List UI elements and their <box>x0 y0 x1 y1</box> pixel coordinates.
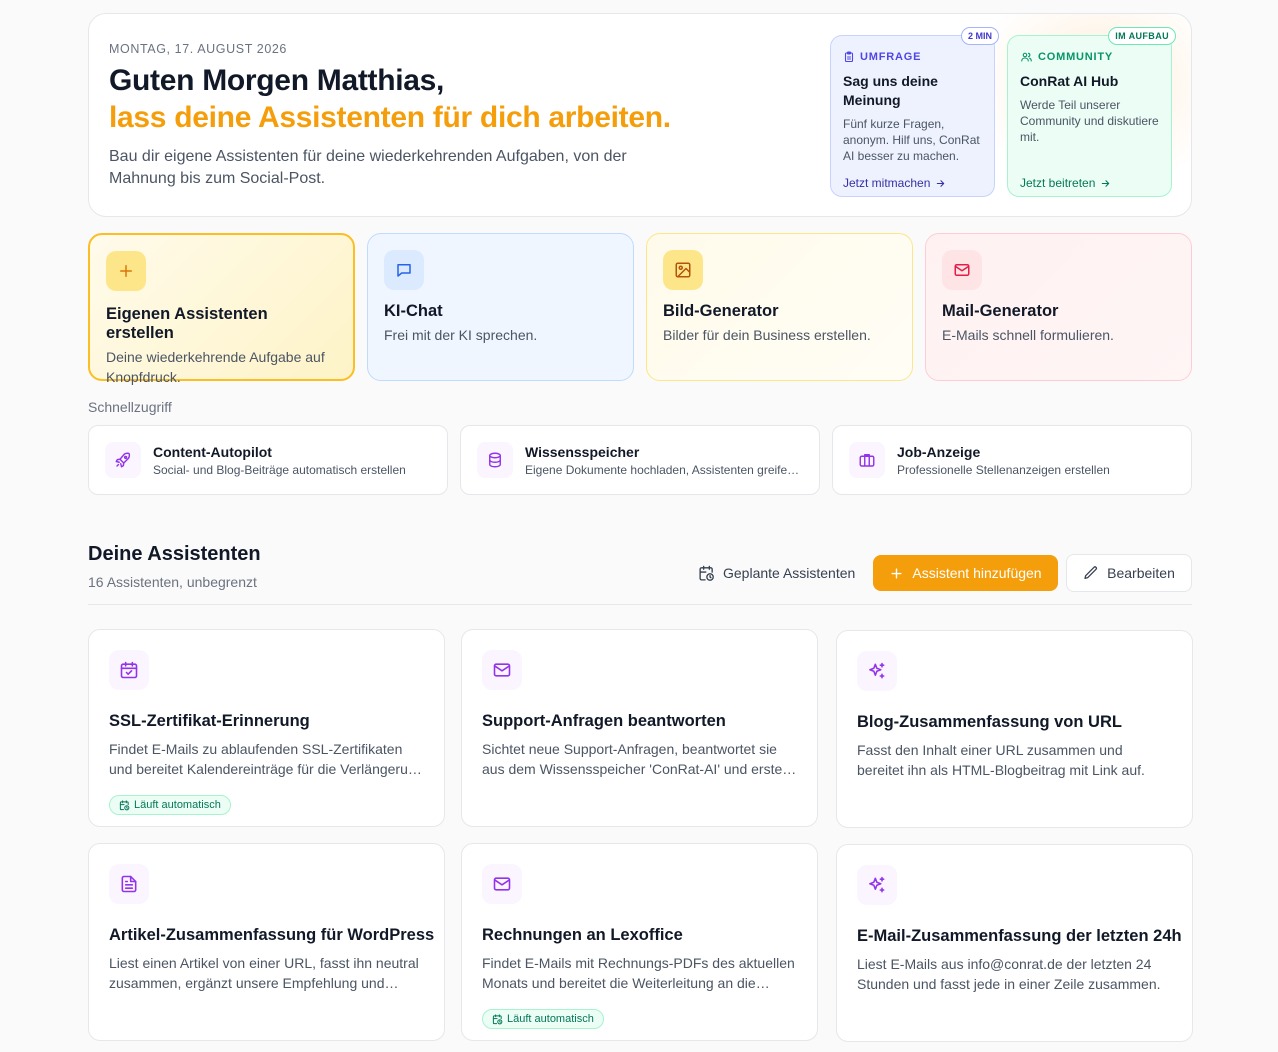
community-tag: COMMUNITY <box>1020 51 1159 63</box>
survey-join-link[interactable]: Jetzt mitmachen <box>843 176 946 190</box>
plus-icon <box>889 566 904 581</box>
quick-item-wissensspeicher[interactable]: Wissensspeicher Eigene Dokumente hochlad… <box>460 425 820 495</box>
plus-icon <box>106 251 146 291</box>
assistant-card-blog-summary[interactable]: Blog-Zusammenfassung von URL Fasst den I… <box>836 630 1193 828</box>
hero-description: Bau dir eigene Assistenten für deine wie… <box>109 148 627 187</box>
assistant-title: Artikel-Zusammenfassung für WordPress <box>109 926 435 944</box>
assistant-card-support[interactable]: Support-Anfragen beantworten Sichtet neu… <box>461 629 818 827</box>
survey-card[interactable]: 2 MIN UMFRAGE Sag uns deine Meinung Fünf… <box>830 27 999 197</box>
document-icon <box>109 864 149 904</box>
sparkles-icon <box>857 865 897 905</box>
assistants-title: Deine Assistenten <box>88 543 261 565</box>
mail-generator-tile[interactable]: Mail-Generator E-Mails schnell formulier… <box>925 233 1192 381</box>
assistant-title: SSL-Zertifikat-Erinnerung <box>109 712 310 730</box>
feature-title: Bild-Generator <box>663 302 779 320</box>
feature-text: Deine wiederkehrende Aufgabe auf Knopfdr… <box>106 349 325 385</box>
add-assistant-button[interactable]: Assistent hinzufügen <box>873 555 1058 591</box>
assistant-description: Fasst den Inhalt einer URL zusammen und … <box>857 742 1145 778</box>
feature-title: Eigenen Assistenten erstellen <box>106 305 268 342</box>
section-divider <box>88 604 1192 605</box>
community-text: Werde Teil unserer Community und diskuti… <box>1020 98 1159 144</box>
users-icon <box>1020 51 1033 63</box>
quick-item-title: Job-Anzeige <box>897 443 981 460</box>
chat-bubble-icon <box>384 250 424 290</box>
survey-text: Fünf kurze Fragen, anonym. Hilf uns, Con… <box>843 117 980 163</box>
community-status-badge: IM AUFBAU <box>1108 27 1176 45</box>
community-card[interactable]: IM AUFBAU COMMUNITY ConRat AI Hub Werde … <box>1007 27 1176 197</box>
pencil-icon <box>1083 565 1099 581</box>
greeting-tagline: lass deine Assistenten für dich arbeiten… <box>109 101 671 134</box>
feature-title: Mail-Generator <box>942 302 1059 320</box>
quick-item-text: Social- und Blog-Beiträge automatisch er… <box>153 462 406 477</box>
rocket-icon <box>105 442 141 478</box>
sparkles-icon <box>857 651 897 691</box>
assistant-description: Liest einen Artikel von einer URL, fasst… <box>109 955 419 991</box>
image-icon <box>663 250 703 290</box>
mail-icon <box>482 650 522 690</box>
survey-title: Sag uns deine Meinung <box>843 73 938 108</box>
calendar-clock-icon <box>119 799 130 811</box>
assistant-card-ssl[interactable]: SSL-Zertifikat-Erinnerung Findet E-Mails… <box>88 629 445 827</box>
feature-text: Bilder für dein Business erstellen. <box>663 327 871 343</box>
survey-duration-badge: 2 MIN <box>960 27 999 45</box>
auto-run-badge: Läuft automatisch <box>482 1009 604 1029</box>
planned-assistants-button[interactable]: Geplante Assistenten <box>698 562 855 584</box>
edit-label: Bearbeiten <box>1107 565 1175 581</box>
assistant-title: Rechnungen an Lexoffice <box>482 926 683 944</box>
ki-chat-tile[interactable]: KI-Chat Frei mit der KI sprechen. <box>367 233 634 381</box>
community-link-label: Jetzt beitreten <box>1020 176 1096 190</box>
quick-item-title: Wissensspeicher <box>525 443 640 460</box>
arrow-right-icon <box>1100 178 1111 189</box>
clipboard-icon <box>843 51 855 63</box>
create-assistant-tile[interactable]: Eigenen Assistenten erstellen Deine wied… <box>88 233 355 385</box>
assistant-title: Support-Anfragen beantworten <box>482 712 726 730</box>
calendar-check-icon <box>109 650 149 690</box>
assistant-description: Sichtet neue Support-Anfragen, beantwort… <box>482 741 793 777</box>
assistant-title: Blog-Zusammenfassung von URL <box>857 713 1122 731</box>
assistant-description: Liest E-Mails aus info@conrat.de der let… <box>857 956 1161 992</box>
quick-item-title: Content-Autopilot <box>153 443 272 460</box>
feature-title: KI-Chat <box>384 302 443 320</box>
community-title: ConRat AI Hub <box>1020 73 1119 89</box>
auto-run-label: Läuft automatisch <box>507 1013 594 1025</box>
assistant-description: Findet E-Mails zu ablaufenden SSL-Zertif… <box>109 741 424 777</box>
quick-item-job-anzeige[interactable]: Job-Anzeige Professionelle Stellenanzeig… <box>832 425 1192 495</box>
assistant-title: E-Mail-Zusammenfassung der letzten 24h <box>857 927 1182 945</box>
edit-button[interactable]: Bearbeiten <box>1066 554 1192 592</box>
quick-access-label: Schnellzugriff <box>88 399 172 415</box>
community-tag-label: COMMUNITY <box>1038 51 1114 63</box>
add-assistant-label: Assistent hinzufügen <box>912 565 1042 581</box>
survey-tag: UMFRAGE <box>843 51 982 63</box>
image-generator-tile[interactable]: Bild-Generator Bilder für dein Business … <box>646 233 913 381</box>
community-join-link[interactable]: Jetzt beitreten <box>1020 176 1111 190</box>
briefcase-icon <box>849 442 885 478</box>
auto-run-badge: Läuft automatisch <box>109 795 231 815</box>
survey-link-label: Jetzt mitmachen <box>843 176 931 190</box>
calendar-clock-icon <box>492 1013 503 1025</box>
mail-icon <box>942 250 982 290</box>
greeting-title: Guten Morgen Matthias, <box>109 64 445 97</box>
quick-item-text: Professionelle Stellenanzeigen erstellen <box>897 462 1110 477</box>
assistant-card-wordpress[interactable]: Artikel-Zusammenfassung für WordPress Li… <box>88 843 445 1041</box>
quick-item-content-autopilot[interactable]: Content-Autopilot Social- und Blog-Beitr… <box>88 425 448 495</box>
assistants-count: 16 Assistenten, unbegrenzt <box>88 574 257 590</box>
survey-tag-label: UMFRAGE <box>860 51 922 63</box>
calendar-clock-icon <box>698 565 715 582</box>
assistant-card-email-summary[interactable]: E-Mail-Zusammenfassung der letzten 24h L… <box>836 844 1193 1042</box>
quick-item-text: Eigene Dokumente hochladen, Assistenten … <box>525 462 805 477</box>
mail-icon <box>482 864 522 904</box>
database-icon <box>477 442 513 478</box>
assistant-description: Findet E-Mails mit Rechnungs-PDFs des ak… <box>482 955 795 991</box>
auto-run-label: Läuft automatisch <box>134 799 221 811</box>
feature-text: Frei mit der KI sprechen. <box>384 327 538 343</box>
feature-text: E-Mails schnell formulieren. <box>942 327 1114 343</box>
planned-assistants-label: Geplante Assistenten <box>723 565 856 581</box>
assistant-card-lexoffice[interactable]: Rechnungen an Lexoffice Findet E-Mails m… <box>461 843 818 1041</box>
arrow-right-icon <box>935 178 946 189</box>
current-date: MONTAG, 17. AUGUST 2026 <box>109 42 287 56</box>
welcome-hero: MONTAG, 17. AUGUST 2026 Guten Morgen Mat… <box>88 13 1192 217</box>
